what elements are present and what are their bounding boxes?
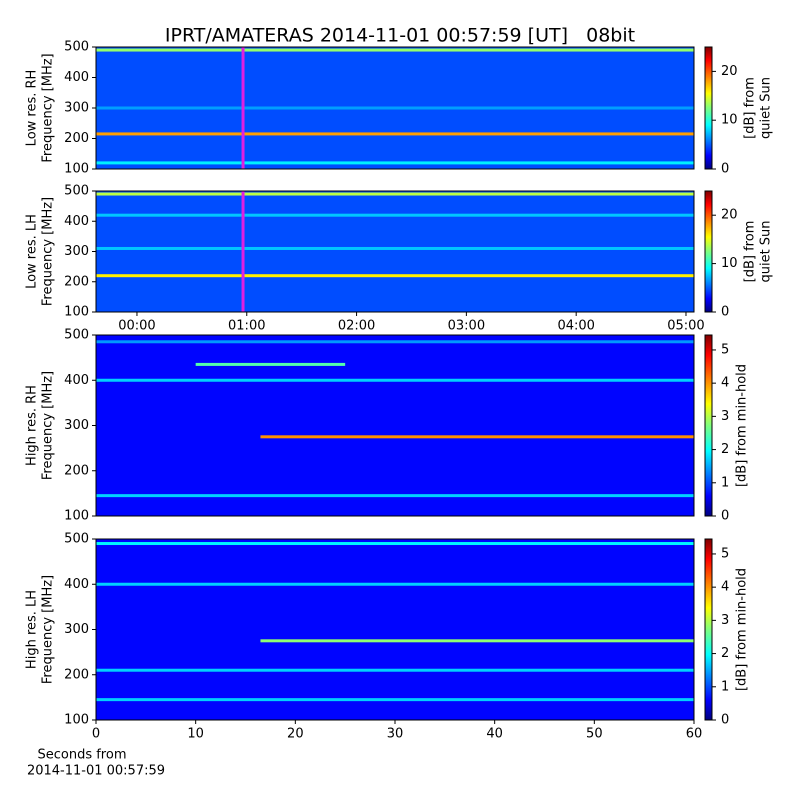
x-axis-label: 2014-11-01 00:57:59 xyxy=(27,764,165,779)
x-axis-label: Seconds from xyxy=(37,748,126,763)
y-tick-label: 400 xyxy=(64,373,89,388)
emission-band xyxy=(96,213,694,217)
y-tick-label: 300 xyxy=(64,622,89,637)
colorbar xyxy=(704,334,713,517)
emission-band xyxy=(96,106,694,110)
colorbar-label: [dB] from min-hold xyxy=(735,568,750,691)
x-tick-label: 60 xyxy=(686,727,703,742)
emission-band xyxy=(96,668,694,672)
x-tick-label: 05:00 xyxy=(667,319,704,334)
emission-band xyxy=(96,378,694,382)
y-axis-label: Frequency [MHz] xyxy=(41,575,56,684)
x-tick-label: 03:00 xyxy=(448,319,485,334)
colorbar-label: [dB] from xyxy=(743,77,758,139)
heatmap-background xyxy=(96,335,694,516)
emission-band xyxy=(96,698,694,702)
colorbar-label: quiet Sun xyxy=(759,77,774,139)
x-tick-label: 01:00 xyxy=(228,319,265,334)
x-tick-label: 10 xyxy=(187,727,204,742)
y-tick-label: 300 xyxy=(64,101,89,116)
colorbar-tick-label: 5 xyxy=(721,546,729,561)
x-tick-label: 04:00 xyxy=(557,319,594,334)
colorbar-tick-label: 0 xyxy=(721,713,729,728)
emission-band xyxy=(96,246,694,250)
y-tick-label: 400 xyxy=(64,577,89,592)
y-axis-label: Frequency [MHz] xyxy=(41,371,56,480)
colorbar-tick-label: 1 xyxy=(721,679,729,694)
colorbar-tick-label: 0 xyxy=(721,162,729,177)
emission-band xyxy=(195,362,346,366)
y-tick-label: 500 xyxy=(64,184,89,199)
y-tick-label: 100 xyxy=(64,509,89,524)
colorbar-tick-label: 20 xyxy=(721,64,738,79)
y-axis-label: High res. LH xyxy=(25,590,40,669)
emission-band xyxy=(96,48,694,52)
colorbar-tick-label: 3 xyxy=(721,613,729,628)
y-tick-label: 100 xyxy=(64,162,89,177)
colorbar-tick-label: 4 xyxy=(721,580,729,595)
y-axis-label: Low res. LH xyxy=(25,214,40,289)
y-tick-label: 100 xyxy=(64,305,89,320)
colorbar-tick-label: 0 xyxy=(721,305,729,320)
emission-band xyxy=(96,340,694,344)
colorbar xyxy=(704,538,713,721)
y-axis-label: Frequency [MHz] xyxy=(41,197,56,306)
colorbar-tick-label: 10 xyxy=(721,113,738,128)
y-tick-label: 100 xyxy=(64,713,89,728)
x-tick-label: 50 xyxy=(586,727,603,742)
heatmap-background xyxy=(96,191,694,312)
x-tick-label: 40 xyxy=(486,727,503,742)
y-tick-label: 300 xyxy=(64,418,89,433)
colorbar-tick-label: 3 xyxy=(721,409,729,424)
y-tick-label: 300 xyxy=(64,244,89,259)
x-tick-label: 30 xyxy=(387,727,404,742)
emission-band xyxy=(96,274,694,278)
y-tick-label: 200 xyxy=(64,131,89,146)
colorbar-tick-label: 5 xyxy=(721,342,729,357)
y-tick-label: 500 xyxy=(64,532,89,547)
emission-band xyxy=(96,132,694,136)
colorbar-label: [dB] from xyxy=(743,221,758,283)
y-axis-label: Frequency [MHz] xyxy=(41,53,56,162)
colorbar xyxy=(704,46,713,170)
colorbar-label: [dB] from min-hold xyxy=(735,364,750,487)
x-tick-label: 00:00 xyxy=(118,319,155,334)
colorbar-tick-label: 20 xyxy=(721,208,738,223)
colorbar xyxy=(704,190,713,313)
figure-title: IPRT/AMATERAS 2014-11-01 00:57:59 [UT] 0… xyxy=(165,25,635,47)
colorbar-tick-label: 0 xyxy=(721,509,729,524)
y-axis-label: Low res. RH xyxy=(25,70,40,147)
x-tick-label: 0 xyxy=(92,727,100,742)
colorbar-label: quiet Sun xyxy=(759,220,774,282)
emission-band xyxy=(260,639,694,643)
emission-band xyxy=(96,192,694,196)
colorbar-tick-label: 4 xyxy=(721,376,729,391)
y-tick-label: 200 xyxy=(64,274,89,289)
x-tick-label: 02:00 xyxy=(338,319,375,334)
colorbar-tick-label: 1 xyxy=(721,475,729,490)
x-tick-label: 20 xyxy=(287,727,304,742)
y-tick-label: 500 xyxy=(64,40,89,55)
emission-band xyxy=(260,435,694,439)
y-tick-label: 500 xyxy=(64,328,89,343)
emission-band xyxy=(96,494,694,498)
emission-band xyxy=(96,161,694,165)
colorbar-tick-label: 2 xyxy=(721,646,729,661)
y-axis-label: High res. RH xyxy=(25,385,40,466)
y-tick-label: 200 xyxy=(64,667,89,682)
y-tick-label: 200 xyxy=(64,463,89,478)
heatmap-background xyxy=(96,539,694,720)
colorbar-tick-label: 10 xyxy=(721,256,738,271)
colorbar-tick-label: 2 xyxy=(721,442,729,457)
emission-band xyxy=(96,582,694,586)
emission-band xyxy=(96,542,694,546)
y-tick-label: 400 xyxy=(64,70,89,85)
y-tick-label: 400 xyxy=(64,214,89,229)
